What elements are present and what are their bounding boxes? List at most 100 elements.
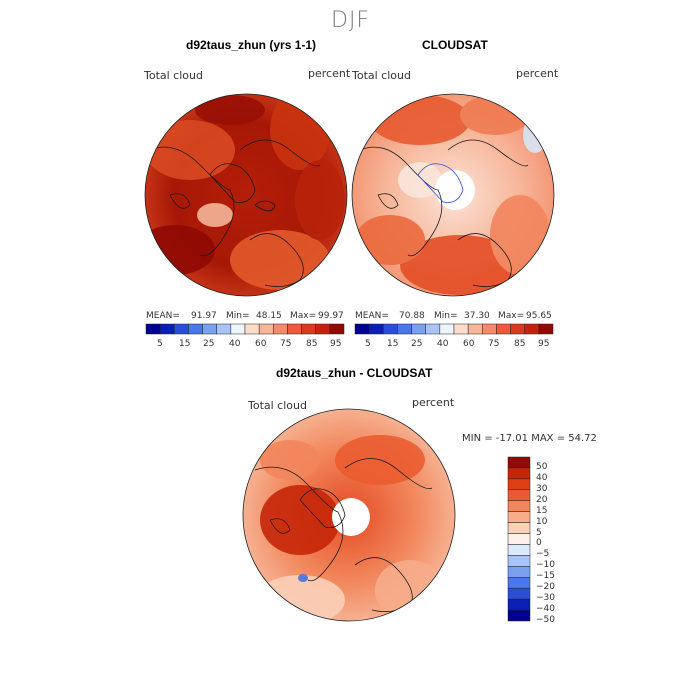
colorbar-swatch bbox=[329, 323, 345, 335]
cb2-tick: 5 bbox=[365, 339, 371, 349]
colorbar-swatch bbox=[287, 323, 302, 335]
panel2-mean: 70.88 bbox=[399, 311, 425, 321]
colorbar-diff-tick: 15 bbox=[536, 505, 548, 516]
cb2-tick: 40 bbox=[437, 339, 449, 349]
colorbar-swatch bbox=[507, 598, 531, 611]
colorbar-swatch bbox=[174, 323, 189, 335]
colorbar-swatch bbox=[524, 323, 540, 335]
colorbar-diff-tick: −30 bbox=[536, 593, 555, 604]
colorbar-top-right bbox=[354, 323, 554, 335]
colorbar-swatch bbox=[397, 323, 412, 335]
colorbar-swatch bbox=[507, 577, 531, 589]
cb1-tick: 85 bbox=[306, 339, 318, 349]
colorbar-diff-tick: −50 bbox=[536, 615, 555, 625]
panel1-max: 99.97 bbox=[318, 311, 344, 321]
colorbar-diff-tick: 0 bbox=[536, 538, 542, 549]
colorbar-swatch bbox=[354, 323, 370, 335]
cb1-tick: 60 bbox=[255, 339, 267, 349]
cb2-tick: 60 bbox=[463, 339, 475, 349]
panel2-left-label: Total cloud bbox=[352, 69, 411, 82]
colorbar-swatch bbox=[507, 522, 531, 534]
colorbar-swatch bbox=[510, 323, 525, 335]
colorbar-swatch bbox=[188, 323, 203, 335]
colorbar-swatch bbox=[507, 467, 531, 480]
cb1-tick: 95 bbox=[330, 339, 342, 349]
colorbar-swatch bbox=[507, 456, 531, 469]
panel1-title: d92taus_zhun (yrs 1-1) bbox=[186, 38, 317, 52]
colorbar-diff-tick: −10 bbox=[536, 560, 555, 571]
colorbar-swatch bbox=[467, 323, 483, 335]
panel1-max-label: Max= bbox=[290, 311, 317, 321]
colorbar-diff-tick: −5 bbox=[536, 549, 550, 560]
map-panel2 bbox=[351, 93, 555, 297]
panel3-left-label: Total cloud bbox=[248, 399, 307, 412]
colorbar-swatch bbox=[507, 489, 531, 501]
colorbar-swatch bbox=[453, 323, 469, 335]
cb1-tick: 15 bbox=[179, 339, 191, 349]
colorbar-diff-tick: −40 bbox=[536, 604, 555, 615]
panel2-title: CLOUDSAT bbox=[422, 38, 488, 52]
panel3-right-label: percent bbox=[412, 396, 455, 409]
panel2-max-label: Max= bbox=[498, 311, 525, 321]
cb1-tick: 5 bbox=[157, 339, 163, 349]
panel2-max: 95.65 bbox=[526, 311, 552, 321]
cb2-tick: 95 bbox=[538, 339, 550, 349]
colorbar-swatch bbox=[216, 323, 232, 335]
colorbar-swatch bbox=[159, 323, 175, 335]
colorbar-swatch bbox=[496, 323, 511, 335]
colorbar-diff-tick: 30 bbox=[536, 483, 548, 494]
colorbar-swatch bbox=[507, 533, 531, 545]
colorbar-swatch bbox=[383, 323, 398, 335]
colorbar-swatch bbox=[230, 323, 246, 335]
colorbar-swatch bbox=[315, 323, 331, 335]
map-panel1 bbox=[144, 93, 348, 297]
colorbar-swatch bbox=[507, 500, 531, 512]
colorbar-swatch bbox=[273, 323, 288, 335]
colorbar-swatch bbox=[538, 323, 554, 335]
colorbar-swatch bbox=[507, 544, 531, 556]
cb2-tick: 75 bbox=[488, 339, 500, 349]
panel3-minmax: MIN = -17.01 MAX = 54.72 bbox=[462, 433, 597, 444]
colorbar-swatch bbox=[507, 609, 531, 622]
colorbar-swatch bbox=[244, 323, 260, 335]
colorbar-swatch bbox=[439, 323, 455, 335]
cb2-tick: 25 bbox=[411, 339, 423, 349]
colorbar-diff bbox=[507, 456, 531, 622]
cb1-tick: 25 bbox=[203, 339, 215, 349]
colorbar-swatch bbox=[202, 323, 217, 335]
panel1-mean-label: MEAN= bbox=[146, 311, 180, 321]
cb2-tick: 15 bbox=[387, 339, 399, 349]
colorbar-swatch bbox=[425, 323, 441, 335]
map-panel3 bbox=[242, 408, 456, 622]
colorbar-swatch bbox=[411, 323, 426, 335]
cb1-tick: 40 bbox=[229, 339, 241, 349]
colorbar-swatch bbox=[507, 511, 531, 523]
colorbar-swatch bbox=[258, 323, 274, 335]
panel2-min: 37.30 bbox=[464, 311, 490, 321]
panel1-min-label: Min= bbox=[226, 311, 250, 321]
panel1-right-label: percent bbox=[308, 67, 351, 80]
colorbar-swatch bbox=[507, 478, 531, 491]
colorbar-swatch bbox=[507, 555, 531, 567]
colorbar-swatch bbox=[482, 323, 497, 335]
colorbar-swatch bbox=[145, 323, 161, 335]
panel1-mean: 91.97 bbox=[191, 311, 217, 321]
main-title: DJF bbox=[331, 8, 371, 33]
cb1-tick: 75 bbox=[280, 339, 292, 349]
colorbar-diff-tick: 50 bbox=[536, 461, 548, 472]
panel3-title: d92taus_zhun - CLOUDSAT bbox=[276, 366, 433, 380]
colorbar-top-left bbox=[145, 323, 345, 335]
panel2-right-label: percent bbox=[516, 67, 559, 80]
colorbar-diff-tick: 10 bbox=[536, 516, 548, 527]
cb2-tick: 85 bbox=[514, 339, 526, 349]
panel2-mean-label: MEAN= bbox=[355, 311, 389, 321]
colorbar-diff-tick: 5 bbox=[536, 527, 542, 538]
colorbar-diff-tick: 40 bbox=[536, 472, 548, 483]
colorbar-swatch bbox=[301, 323, 316, 335]
colorbar-swatch bbox=[507, 566, 531, 578]
colorbar-diff-tick: −15 bbox=[536, 571, 555, 582]
panel1-left-label: Total cloud bbox=[144, 69, 203, 82]
colorbar-diff-tick: 20 bbox=[536, 494, 548, 505]
panel2-min-label: Min= bbox=[434, 311, 458, 321]
